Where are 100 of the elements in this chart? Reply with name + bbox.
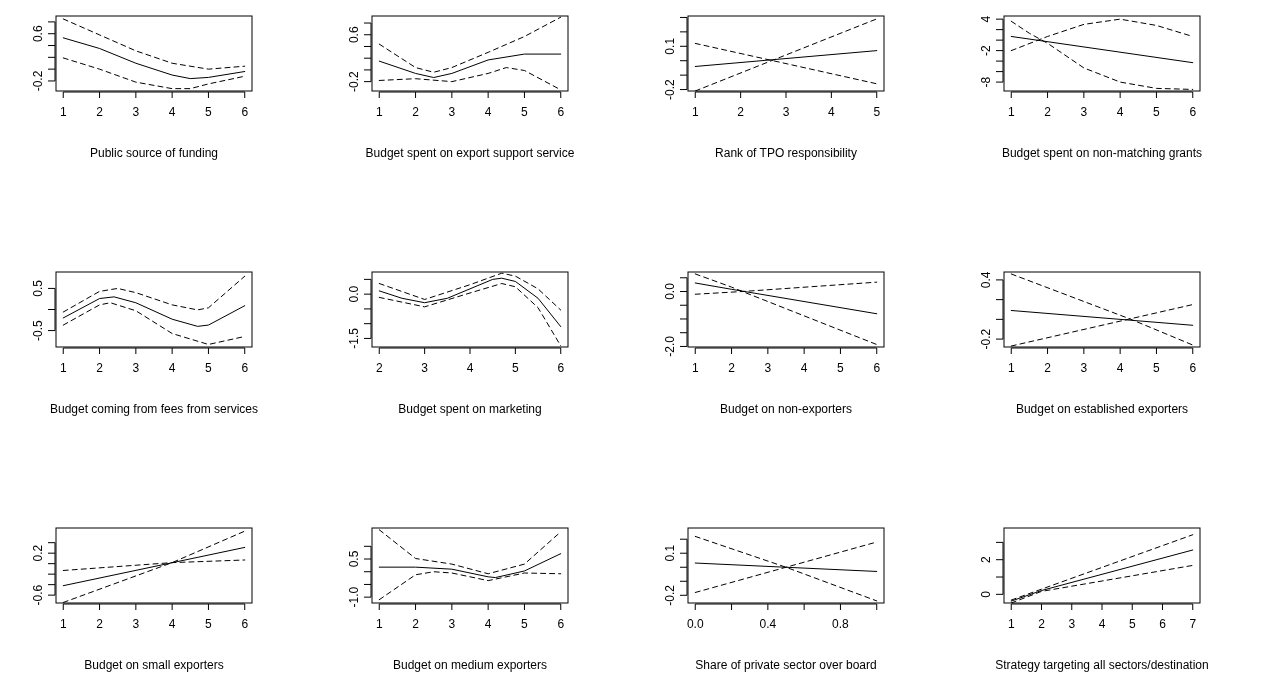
x-axis-title: Strategy targeting all sectors/destination <box>995 658 1209 672</box>
x-tick-label: 4 <box>1116 361 1124 375</box>
x-tick-label: 1 <box>691 361 699 375</box>
x-tick-label: 7 <box>1189 617 1197 631</box>
x-tick-label: 6 <box>241 105 249 119</box>
x-tick-label: 2 <box>96 105 104 119</box>
x-tick-label: 6 <box>1159 617 1167 631</box>
y-tick-label: 0.5 <box>347 550 361 568</box>
x-tick-label: 6 <box>873 361 881 375</box>
x-tick-label: 3 <box>764 361 772 375</box>
x-tick-label: 5 <box>205 105 213 119</box>
x-tick-label: 3 <box>421 361 429 375</box>
y-tick-label: -2 <box>979 44 993 56</box>
x-tick-label: 6 <box>557 617 565 631</box>
x-tick-label: 6 <box>557 361 565 375</box>
x-tick-label: 5 <box>1128 617 1136 631</box>
y-tick-label: 0.6 <box>31 25 45 43</box>
x-tick-label: 1 <box>59 361 67 375</box>
x-tick-label: 1 <box>59 105 67 119</box>
y-tick-label: -0.2 <box>31 70 45 92</box>
y-tick-label: 0.5 <box>31 279 45 297</box>
x-tick-label: 4 <box>168 361 176 375</box>
x-tick-label: 3 <box>1068 617 1076 631</box>
x-tick-label: 4 <box>466 361 474 375</box>
y-tick-label: 0.1 <box>663 37 677 55</box>
x-tick-label: 2 <box>96 617 104 631</box>
y-tick-label: -2.0 <box>663 335 677 357</box>
x-tick-label: 5 <box>873 105 881 119</box>
x-tick-label: 1 <box>375 617 383 631</box>
y-tick-label: 0.4 <box>979 271 993 289</box>
x-tick-label: 4 <box>484 105 492 119</box>
x-axis-title: Budget spent on export support service <box>365 146 575 160</box>
y-tick-label: -0.2 <box>663 584 677 606</box>
x-tick-label: 3 <box>782 105 790 119</box>
x-tick-label: 5 <box>205 617 213 631</box>
x-tick-label: 6 <box>557 105 565 119</box>
x-tick-label: 6 <box>241 617 249 631</box>
x-tick-label: 3 <box>1080 361 1088 375</box>
x-tick-label: 4 <box>828 105 836 119</box>
x-tick-label: 1 <box>1007 361 1015 375</box>
y-tick-label: -0.2 <box>347 70 361 92</box>
x-tick-label: 1 <box>375 105 383 119</box>
x-tick-label: 2 <box>412 617 420 631</box>
x-axis-title: Public source of funding <box>89 146 219 160</box>
x-tick-label: 0.0 <box>686 617 704 631</box>
x-tick-label: 3 <box>132 361 140 375</box>
y-tick-label: 4 <box>979 15 993 23</box>
x-tick-label: 5 <box>521 617 529 631</box>
x-tick-label: 5 <box>1153 361 1161 375</box>
x-tick-label: 3 <box>448 617 456 631</box>
x-axis-title: Budget on established exporters <box>1015 402 1189 416</box>
x-tick-label: 0.4 <box>759 617 777 631</box>
y-tick-label: 0.1 <box>663 544 677 562</box>
x-tick-label: 2 <box>1044 105 1052 119</box>
x-tick-label: 5 <box>205 361 213 375</box>
y-tick-label: -0.5 <box>31 319 45 341</box>
x-tick-label: 6 <box>1189 105 1197 119</box>
x-tick-label: 1 <box>1007 105 1015 119</box>
x-tick-label: 2 <box>737 105 745 119</box>
x-axis-title: Budget coming from fees from services <box>49 402 259 416</box>
x-tick-label: 2 <box>1044 361 1052 375</box>
y-tick-label: 0 <box>979 590 993 598</box>
y-tick-label: -8 <box>979 76 993 88</box>
x-tick-label: 4 <box>800 361 808 375</box>
x-tick-label: 5 <box>837 361 845 375</box>
x-tick-label: 2 <box>1038 617 1046 631</box>
x-tick-label: 2 <box>728 361 736 375</box>
x-tick-label: 3 <box>1080 105 1088 119</box>
x-tick-label: 3 <box>132 105 140 119</box>
y-tick-label: -0.6 <box>31 584 45 606</box>
x-tick-label: 5 <box>521 105 529 119</box>
x-axis-title: Budget on small exporters <box>84 658 224 672</box>
x-tick-label: 6 <box>241 361 249 375</box>
y-tick-label: 0.6 <box>347 26 361 44</box>
x-axis-title: Budget on medium exporters <box>392 658 548 672</box>
x-axis-title: Budget spent on marketing <box>398 402 542 416</box>
x-axis-title: Budget on non-exporters <box>719 402 853 416</box>
x-tick-label: 2 <box>412 105 420 119</box>
x-tick-label: 4 <box>1098 617 1106 631</box>
y-tick-label: -0.2 <box>979 328 993 350</box>
x-tick-label: 1 <box>691 105 699 119</box>
x-tick-label: 4 <box>484 617 492 631</box>
y-tick-label: -1.5 <box>347 327 361 349</box>
x-tick-label: 6 <box>1189 361 1197 375</box>
y-tick-label: -0.2 <box>663 78 677 100</box>
y-tick-label: 0.2 <box>31 544 45 562</box>
x-tick-label: 4 <box>1116 105 1124 119</box>
y-tick-label: 2 <box>979 556 993 564</box>
y-tick-label: 0.0 <box>347 285 361 303</box>
x-tick-label: 3 <box>132 617 140 631</box>
x-tick-label: 4 <box>168 617 176 631</box>
x-tick-label: 1 <box>1007 617 1015 631</box>
x-axis-title: Rank of TPO responsibility <box>715 146 857 160</box>
x-tick-label: 2 <box>96 361 104 375</box>
x-tick-label: 1 <box>59 617 67 631</box>
x-tick-label: 3 <box>448 105 456 119</box>
y-tick-label: -1.0 <box>347 586 361 608</box>
x-tick-label: 0.8 <box>832 617 850 631</box>
x-tick-label: 2 <box>375 361 383 375</box>
x-tick-label: 5 <box>1153 105 1161 119</box>
